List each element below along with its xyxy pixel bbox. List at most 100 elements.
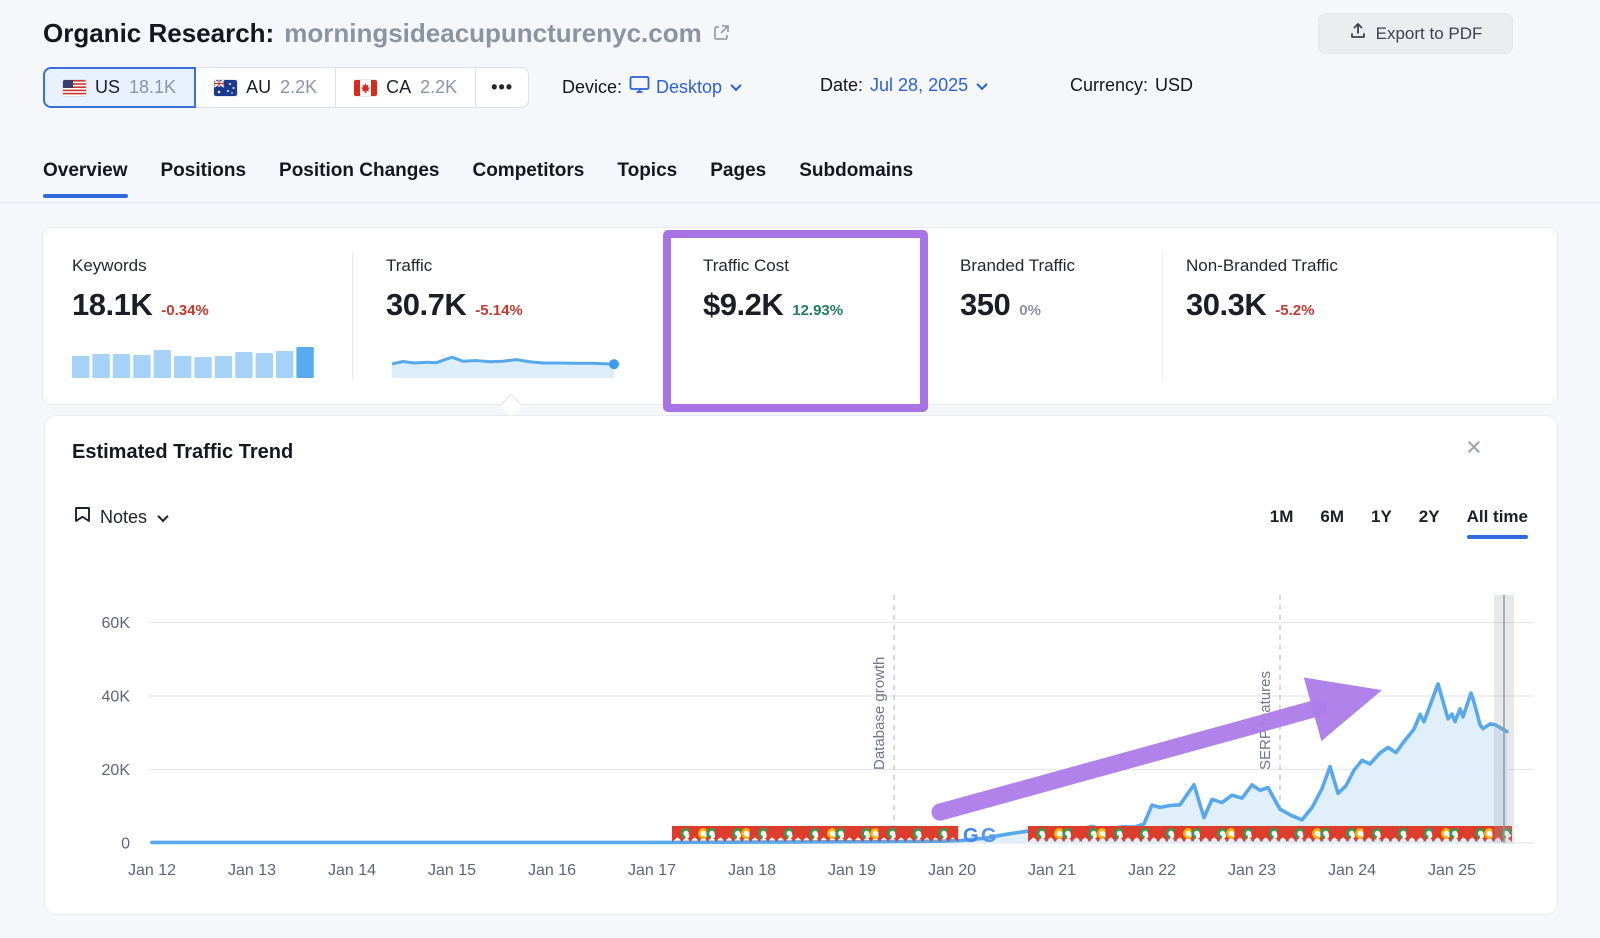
tabs-divider: [0, 202, 1600, 203]
svg-text:Jan 19: Jan 19: [828, 862, 876, 879]
metric-label: Traffic Cost: [703, 256, 789, 275]
svg-text:Jan 21: Jan 21: [1028, 862, 1076, 879]
range-1y[interactable]: 1Y: [1371, 507, 1392, 526]
svg-text:Jan 20: Jan 20: [928, 862, 976, 879]
svg-text:Jan 25: Jan 25: [1428, 862, 1476, 879]
country-tab-au[interactable]: AU 2.2K: [196, 67, 337, 108]
tab-pages[interactable]: Pages: [710, 160, 767, 181]
svg-text:Jan 24: Jan 24: [1328, 862, 1376, 879]
country-code: US: [95, 77, 121, 97]
svg-text:Jan 12: Jan 12: [128, 862, 176, 879]
trend-panel-title: Estimated Traffic Trend: [72, 441, 294, 463]
metric-label: Branded Traffic: [960, 256, 1075, 275]
currency-display: Currency: USD: [1070, 75, 1193, 96]
date-value: Jul 28, 2025: [870, 75, 969, 95]
metric-change: 0%: [1019, 302, 1041, 319]
metrics-summary-card: [42, 227, 1558, 405]
range-1m[interactable]: 1M: [1269, 507, 1294, 526]
chevron-down-icon: [730, 79, 742, 92]
metric-value: 350: [960, 287, 1011, 322]
metric-change: -0.34%: [161, 302, 209, 319]
date-label: Date:: [820, 75, 864, 95]
currency-label: Currency:: [1070, 75, 1149, 95]
ellipsis-icon: •••: [491, 77, 514, 97]
chevron-down-icon: [157, 510, 169, 522]
svg-text:Jan 13: Jan 13: [228, 862, 276, 879]
au-flag-icon: [214, 79, 238, 96]
export-icon: [1349, 22, 1367, 45]
svg-text:Jan 16: Jan 16: [528, 862, 576, 879]
country-selector: US 18.1K AU 2.2K CA 2.2K •••: [43, 67, 530, 108]
device-value: Desktop: [656, 76, 723, 97]
svg-text:40K: 40K: [102, 689, 131, 706]
svg-text:Jan 22: Jan 22: [1128, 862, 1176, 879]
date-filter[interactable]: Date: Jul 28, 2025: [820, 75, 988, 96]
metric-value: 18.1K: [72, 287, 153, 322]
range-2y[interactable]: 2Y: [1418, 507, 1440, 526]
svg-text:Database growth: Database growth: [871, 657, 888, 770]
tab-competitors[interactable]: Competitors: [472, 160, 585, 181]
svg-text:0: 0: [121, 836, 130, 853]
svg-text:Jan 18: Jan 18: [728, 862, 776, 879]
date-selector[interactable]: Jul 28, 2025: [870, 75, 988, 96]
notes-label: Notes: [100, 507, 148, 527]
range-all-time[interactable]: All time: [1466, 507, 1529, 539]
tab-topics[interactable]: Topics: [617, 160, 678, 181]
metric-value: $9.2K: [703, 287, 784, 322]
metric-divider: [352, 252, 353, 380]
svg-text:Jan 14: Jan 14: [328, 862, 376, 879]
metric-divider: [1162, 252, 1163, 380]
metric-change: -5.2%: [1275, 302, 1315, 319]
metric-change: -5.14%: [475, 302, 523, 319]
keywords-sparkline-bars: [72, 347, 314, 378]
more-countries-button[interactable]: •••: [476, 67, 530, 108]
metric-traffic[interactable]: Traffic 30.7K -5.14%: [386, 256, 523, 323]
device-selector[interactable]: Desktop: [629, 75, 742, 99]
device-filter[interactable]: Device: Desktop: [562, 75, 742, 99]
notes-dropdown-button[interactable]: Notes: [72, 505, 169, 530]
country-traffic-value: 18.1K: [129, 77, 177, 97]
country-tab-ca[interactable]: CA 2.2K: [336, 67, 477, 108]
metric-keywords[interactable]: Keywords 18.1K -0.34%: [72, 256, 209, 323]
currency-value: USD: [1155, 75, 1194, 95]
device-label: Device:: [562, 76, 623, 97]
svg-text:Jan 15: Jan 15: [428, 862, 476, 879]
export-to-pdf-button[interactable]: Export to PDF: [1318, 13, 1513, 54]
country-traffic-value: 2.2K: [420, 77, 458, 97]
metric-value: 30.7K: [386, 287, 467, 322]
us-flag-icon: [63, 79, 86, 96]
country-tab-us[interactable]: US 18.1K: [43, 67, 197, 108]
svg-text:G: G: [981, 825, 997, 847]
ca-flag-icon: [354, 79, 378, 96]
metric-non-branded-traffic[interactable]: Non-Branded Traffic 30.3K -5.2%: [1186, 256, 1338, 323]
traffic-sparkline: [391, 355, 619, 378]
tab-positions[interactable]: Positions: [160, 160, 247, 181]
range-6m[interactable]: 6M: [1320, 507, 1344, 526]
svg-text:60K: 60K: [102, 615, 131, 632]
metric-traffic-cost[interactable]: Traffic Cost $9.2K 12.93%: [703, 256, 843, 323]
external-link-icon[interactable]: [712, 23, 731, 47]
country-code: AU: [246, 77, 272, 97]
time-range-selector: 1M 6M 1Y 2Y All time: [1269, 507, 1529, 539]
svg-text:Jan 17: Jan 17: [628, 862, 676, 879]
export-button-label: Export to PDF: [1375, 23, 1483, 43]
note-flag-icon: [72, 505, 92, 530]
metric-label: Traffic: [386, 256, 433, 275]
tab-position-changes[interactable]: Position Changes: [279, 160, 440, 181]
page-title: Organic Research: morningsideacupuncture…: [43, 18, 731, 49]
metric-branded-traffic[interactable]: Branded Traffic 350 0%: [960, 256, 1075, 323]
metric-label: Non-Branded Traffic: [1186, 256, 1338, 275]
chevron-down-icon: [976, 78, 988, 90]
svg-text:Jan 23: Jan 23: [1228, 862, 1276, 879]
svg-text:20K: 20K: [102, 762, 131, 779]
metric-change: 12.93%: [792, 302, 844, 319]
tab-overview[interactable]: Overview: [43, 160, 128, 198]
tab-subdomains[interactable]: Subdomains: [799, 160, 914, 181]
page-title-prefix: Organic Research:: [43, 18, 275, 48]
svg-text:G: G: [963, 825, 979, 847]
country-traffic-value: 2.2K: [280, 77, 318, 97]
metric-label: Keywords: [72, 256, 147, 275]
close-icon[interactable]: ×: [1466, 432, 1482, 462]
